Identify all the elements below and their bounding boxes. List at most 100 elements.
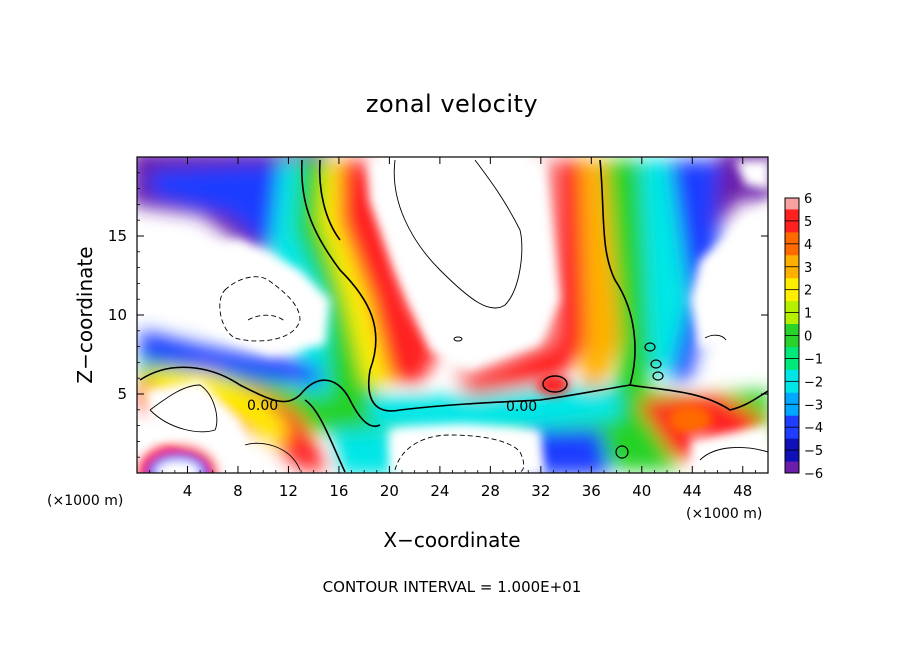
colorbar-band <box>785 438 799 451</box>
y-axis-title: Z−coordinate <box>73 246 97 383</box>
x-unit-right: (×1000 m) <box>686 506 762 522</box>
colorbar-tick-label: −1 <box>804 352 823 367</box>
colorbar-tick-label: −5 <box>804 444 823 459</box>
colorbar-band <box>785 369 799 382</box>
colorbar-band <box>785 301 799 314</box>
field-right-band-red <box>465 160 600 395</box>
colorbar-tick-label: 1 <box>804 307 812 322</box>
x-tick-label: 20 <box>380 482 399 500</box>
x-tick-label: 8 <box>233 482 243 500</box>
colorbar-band <box>785 278 799 291</box>
zero-contour-right-band <box>599 159 636 386</box>
small-contour-e <box>453 336 463 342</box>
colorbar-band <box>785 450 799 463</box>
field-mid-layer-blue <box>140 330 320 385</box>
colorbar-tick-label: −2 <box>804 375 823 390</box>
field-lower-right-green <box>590 420 680 470</box>
x-tick-label: 48 <box>733 482 752 500</box>
x-tick-label: 40 <box>632 482 651 500</box>
white-region-bottom-centre <box>390 425 545 473</box>
colorbar-band <box>785 312 799 325</box>
y-axis: 5 10 15 <box>108 172 768 458</box>
x-tick-label: 44 <box>683 482 702 500</box>
velocity-field-details <box>138 160 768 473</box>
x-tick-label: 12 <box>279 482 298 500</box>
small-contour-a <box>644 342 656 352</box>
field-mid-layer-cyan <box>370 385 620 430</box>
colorbar-tick-label: 6 <box>804 192 812 207</box>
colorbar-tick-label: 4 <box>804 238 812 253</box>
x-tick-label: 36 <box>582 482 601 500</box>
y-tick-label: 15 <box>108 227 127 245</box>
x-axis-title: X−coordinate <box>383 528 520 552</box>
contour-lines <box>139 159 768 473</box>
dashed-contour-bottom <box>394 434 525 473</box>
white-region-central-top <box>370 160 560 370</box>
colorbar-band <box>785 255 799 268</box>
contour-interval-note: CONTOUR INTERVAL = 1.000E+01 <box>323 578 582 596</box>
colorbar-band <box>785 427 799 440</box>
colorbar-tick-label: −4 <box>804 421 823 436</box>
colorbar-band <box>785 220 799 233</box>
colorbar-band <box>785 209 799 222</box>
field-left-band-red <box>340 160 440 385</box>
colorbar-band <box>785 415 799 428</box>
white-region-lower-left <box>145 380 255 470</box>
patch-orange-42 <box>668 405 712 435</box>
x-axis: 4 8 12 16 20 24 28 32 36 40 44 48 <box>149 157 756 500</box>
contour-label-centre: 0.00 <box>506 399 537 415</box>
colorbar-band <box>785 289 799 302</box>
white-region-upper-right-corner <box>735 160 768 190</box>
x-tick-label: 24 <box>430 482 449 500</box>
colorbar-band <box>785 232 799 245</box>
ring-white <box>155 460 201 473</box>
x-tick-label: 4 <box>183 482 193 500</box>
colorbar-band <box>785 381 799 394</box>
field-right-band-green <box>605 160 655 420</box>
x-tick-label: 32 <box>531 482 550 500</box>
small-contour-b <box>650 359 662 369</box>
colorbar-band <box>785 266 799 279</box>
zero-contour-left-band <box>318 159 341 241</box>
white-region-bottom-right <box>690 425 768 473</box>
colorbar-tick-label: 2 <box>804 284 812 299</box>
white-region-upper-right <box>690 201 768 350</box>
small-contour-patch <box>542 375 568 393</box>
plot-area: 0.00 0.00 <box>137 157 768 473</box>
contour-label-left: 0.00 <box>247 398 278 414</box>
y-tick-label: 10 <box>108 306 127 324</box>
colorbar: 6 5 4 3 2 1 0 −1 −2 −3 −4 −5 −6 <box>784 192 823 482</box>
small-contour-f <box>704 334 727 341</box>
colorbar-band <box>785 346 799 359</box>
field-right-band-cyan <box>640 160 690 380</box>
colorbar-tick-label: 5 <box>804 215 812 230</box>
thin-contour-central <box>393 159 523 309</box>
colorbar-band <box>785 324 799 336</box>
colorbar-band <box>785 392 799 405</box>
colorbar-tick-label: −6 <box>804 467 823 482</box>
colorbar-tick-label: 0 <box>804 330 812 345</box>
colorbar-band <box>785 243 799 256</box>
chart-title: zonal velocity <box>366 90 538 118</box>
field-bottom-blue <box>530 430 610 473</box>
y-tick-label: 5 <box>117 385 127 403</box>
zero-contour-lower <box>304 399 346 473</box>
colorbar-band <box>785 198 799 210</box>
colorbar-band <box>785 461 799 474</box>
dashed-contour-upper-left <box>219 276 301 342</box>
zero-contour-main <box>139 159 768 427</box>
colorbar-band <box>785 404 799 417</box>
small-contour-c <box>652 371 664 381</box>
small-contour-d <box>615 445 629 459</box>
white-region-upper-left <box>170 240 330 355</box>
x-unit-left: (×1000 m) <box>47 493 123 509</box>
thin-contour-lower-left <box>149 384 218 433</box>
x-tick-label: 16 <box>329 482 348 500</box>
thin-contour-lower-left-2 <box>244 442 301 471</box>
colorbar-tick-label: −3 <box>804 398 823 413</box>
field-bottom-cyan <box>330 430 400 473</box>
colorbar-tick-label: 3 <box>804 261 812 276</box>
colorbar-band <box>785 358 799 371</box>
x-tick-label: 28 <box>481 482 500 500</box>
